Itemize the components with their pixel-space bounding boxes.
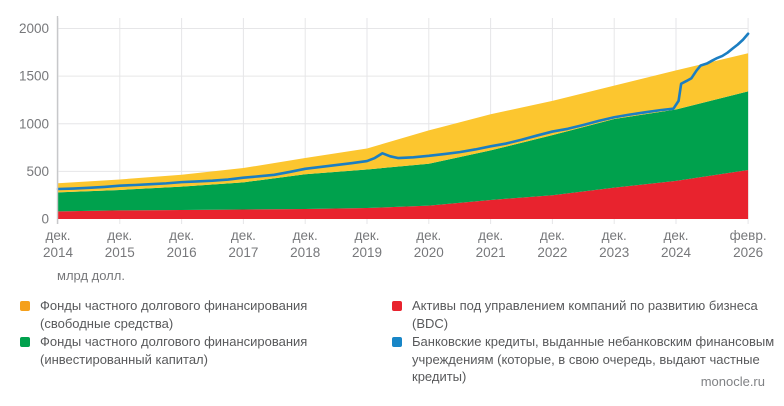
source-attribution: monocle.ru — [700, 374, 765, 389]
line-bank-loans — [56, 32, 750, 191]
chart-legend: Фонды частного долгового финансирования (… — [20, 297, 778, 387]
x-tick-label: 2021 — [476, 245, 506, 260]
x-tick-label: 2020 — [414, 245, 444, 260]
legend-label-line: Банковские кредиты, выданные небанковски… — [412, 334, 775, 349]
legend-label: Фонды частного долгового финансирования (… — [40, 333, 307, 368]
area-free-funds — [58, 53, 749, 193]
legend-label-line: учреждениям (которые, в свою очередь, вы… — [412, 351, 760, 367]
x-tick-label: дек. — [45, 228, 70, 243]
x-tick-label: 2023 — [599, 245, 629, 260]
stacked-area-chart: 0 500 1000 1500 2000 дек. 2014 дек. 2015 дек. 2016… — [19, 16, 767, 260]
chart: 0 500 1000 1500 2000 дек. 2014 дек. 2015 дек. 2016… — [19, 16, 767, 260]
x-tick-label: дек. — [231, 228, 256, 243]
y-tick-label: 0 — [41, 212, 49, 227]
x-tick-label: дек. — [540, 228, 565, 243]
legend-item: Активы под управлением компаний по разви… — [392, 297, 778, 332]
area-invested-capital — [58, 91, 749, 212]
legend-swatch-icon — [392, 301, 402, 311]
area-bdc-assets — [58, 169, 749, 219]
x-tick-label: дек. — [107, 228, 132, 243]
legend-label: Фонды частного долгового финансирования (… — [40, 297, 307, 332]
legend-label-line: кредиты) — [412, 369, 467, 384]
legend-item: Фонды частного долгового финансирования (… — [20, 297, 392, 332]
legend-column: Фонды частного долгового финансирования (… — [20, 297, 392, 369]
x-tick-label: 2016 — [167, 245, 197, 260]
legend-swatch-icon — [20, 301, 30, 311]
x-tick-label: 2017 — [228, 245, 258, 260]
legend-label-line: Фонды частного долгового финансирования — [40, 298, 308, 313]
x-tick-label: дек. — [416, 228, 441, 243]
legend-swatch-icon — [20, 337, 30, 347]
legend-label-line: Активы под управлением компаний по разви… — [412, 298, 758, 331]
legend-item: Банковские кредиты, выданные небанковски… — [392, 333, 778, 386]
legend-item: Фонды частного долгового финансирования (… — [20, 333, 392, 368]
legend-label: Банковские кредиты, выданные небанковски… — [412, 333, 774, 386]
x-tick-label: дек. — [478, 228, 503, 243]
x-tick-label: 2014 — [43, 245, 74, 260]
x-tick-label: 2024 — [661, 245, 692, 260]
x-tick-label: февр. — [730, 228, 767, 243]
y-axis-units-label: млрд долл. — [57, 268, 125, 283]
legend-label: Активы под управлением компаний по разви… — [412, 297, 778, 332]
x-tick-label: 2019 — [352, 245, 382, 260]
x-tick-label: дек. — [169, 228, 194, 243]
x-tick-label: дек. — [663, 228, 688, 243]
legend-label-line: Фонды частного долгового финансирования — [40, 334, 308, 349]
x-tick-label: 2018 — [290, 245, 320, 260]
y-tick-label: 1500 — [19, 69, 49, 84]
x-tick-label: 2015 — [105, 245, 135, 260]
y-tick-label: 2000 — [19, 21, 49, 36]
legend-swatch-icon — [392, 337, 402, 347]
x-tick-label: 2022 — [537, 245, 567, 260]
x-tick-label: дек. — [354, 228, 379, 243]
x-tick-label: дек. — [602, 228, 627, 243]
x-tick-label: дек. — [293, 228, 318, 243]
y-tick-label: 1000 — [19, 116, 49, 131]
legend-column: Активы под управлением компаний по разви… — [392, 297, 778, 387]
y-tick-label: 500 — [26, 164, 49, 179]
legend-label-line: (свободные средства) — [40, 315, 174, 331]
legend-label-line: (инвестированный капитал) — [40, 351, 208, 367]
x-tick-label: 2026 — [733, 245, 763, 260]
